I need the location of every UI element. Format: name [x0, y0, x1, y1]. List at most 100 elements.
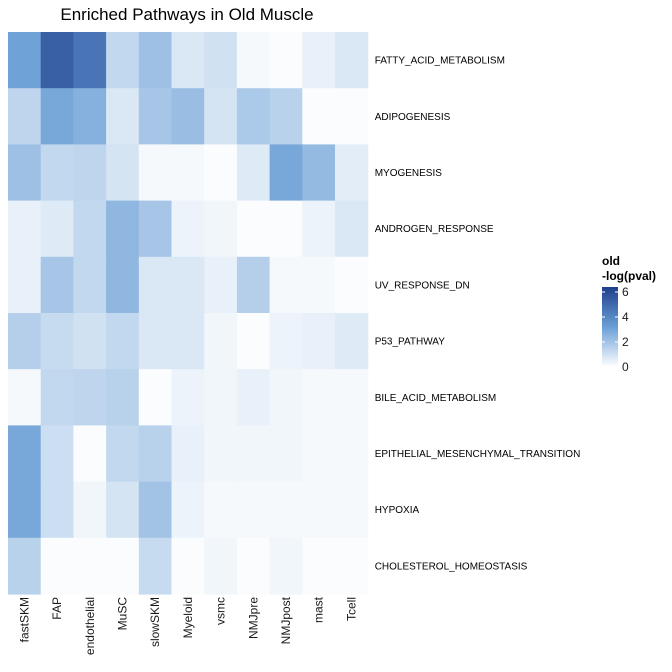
heatmap-cell-p53-pathway-myeloid [171, 313, 205, 370]
heatmap-cell-hypoxia-vsmc [204, 481, 238, 539]
heatmap-cell-uv-response-dn-myeloid [171, 256, 205, 314]
column-label: fastSKM [17, 597, 31, 642]
heatmap-cell-myogenesis-slowskm [138, 144, 173, 202]
heatmap-cell-uv-response-dn-nmjpost [269, 256, 303, 314]
heatmap-cell-fatty-acid-metabolism-endothelial [73, 32, 107, 89]
heatmap-cell-p53-pathway-endothelial [73, 313, 107, 370]
heatmap-cell-androgen-response-fastskm [8, 200, 42, 258]
heatmap-cell-fatty-acid-metabolism-fastskm [8, 32, 42, 89]
heatmap-cell-fatty-acid-metabolism-tcell [335, 32, 369, 89]
heatmap-cell-androgen-response-mast [302, 200, 336, 258]
heatmap-cell-cholesterol-homeostasis-fastskm [8, 537, 42, 595]
heatmap-cell-myogenesis-nmjpost [269, 144, 303, 202]
heatmap-cell-adipogenesis-nmjpost [269, 88, 303, 145]
heatmap-cell-uv-response-dn-endothelial [73, 256, 107, 314]
heatmap-cell-myogenesis-nmjpre [236, 144, 271, 202]
heatmap-cell-bile-acid-metabolism-vsmc [204, 369, 238, 426]
heatmap-cell-epithelial-mesenchymal-transition-fap [40, 425, 74, 483]
color-legend: old -log(pval) 0 2 4 6 [602, 254, 656, 374]
heatmap-cell-cholesterol-homeostasis-endothelial [73, 537, 107, 595]
heatmap-cell-androgen-response-fap [40, 200, 74, 258]
column-label: vsmc [214, 597, 228, 625]
heatmap-cell-hypoxia-myeloid [171, 481, 205, 539]
heatmap-cell-bile-acid-metabolism-tcell [335, 369, 369, 426]
legend-tick-label: 4 [622, 310, 629, 324]
legend-title-line2: -log(pval) [602, 269, 656, 283]
column-label: Tcell [344, 597, 358, 621]
heatmap-cell-p53-pathway-vsmc [204, 313, 238, 370]
heatmap-cell-cholesterol-homeostasis-mast [302, 537, 336, 595]
heatmap-cell-myogenesis-fap [40, 144, 74, 202]
heatmap-cell-adipogenesis-mast [302, 88, 336, 145]
heatmap-cell-uv-response-dn-mast [302, 256, 336, 314]
heatmap-cell-hypoxia-nmjpre [236, 481, 271, 539]
heatmap-cell-bile-acid-metabolism-mast [302, 369, 336, 426]
heatmap-cell-hypoxia-fastskm [8, 481, 42, 539]
row-label: MYOGENESIS [375, 168, 443, 179]
legend-title-line1: old [602, 254, 620, 268]
heatmap-cell-hypoxia-slowskm [138, 481, 173, 539]
heatmap-cell-hypoxia-mast [302, 481, 336, 539]
row-label: UV_RESPONSE_DN [375, 280, 470, 291]
heatmap-cell-epithelial-mesenchymal-transition-nmjpre [236, 425, 271, 483]
heatmap-cell-p53-pathway-slowskm [138, 313, 173, 370]
heatmap-cell-myogenesis-tcell [335, 144, 369, 202]
heatmap-cell-epithelial-mesenchymal-transition-musc [106, 425, 140, 483]
heatmap-cell-uv-response-dn-nmjpre [236, 256, 271, 314]
legend-tick-label: 2 [622, 335, 629, 349]
heatmap-cell-androgen-response-tcell [335, 200, 369, 258]
heatmap-cell-fatty-acid-metabolism-slowskm [138, 32, 173, 89]
chart-title: Enriched Pathways in Old Muscle [60, 5, 313, 24]
heatmap-cell-bile-acid-metabolism-fap [40, 369, 74, 426]
heatmap-cell-bile-acid-metabolism-slowskm [138, 369, 173, 426]
column-label: mast [312, 596, 326, 623]
heatmap-cell-myogenesis-fastskm [8, 144, 42, 202]
heatmap-cell-adipogenesis-fastskm [8, 88, 42, 145]
heatmap-cell-fatty-acid-metabolism-vsmc [204, 32, 238, 89]
heatmap-cell-epithelial-mesenchymal-transition-mast [302, 425, 336, 483]
row-label: ADIPOGENESIS [375, 112, 451, 123]
heatmap-cell-p53-pathway-nmjpost [269, 313, 303, 370]
heatmap-cell-bile-acid-metabolism-endothelial [73, 369, 107, 426]
heatmap-cell-myogenesis-vsmc [204, 144, 238, 202]
heatmap-cell-hypoxia-tcell [335, 481, 369, 539]
heatmap-cell-androgen-response-myeloid [171, 200, 205, 258]
heatmap-cell-epithelial-mesenchymal-transition-myeloid [171, 425, 205, 483]
heatmap-cell-adipogenesis-slowskm [138, 88, 173, 145]
heatmap-cell-androgen-response-nmjpost [269, 200, 303, 258]
heatmap-cell-cholesterol-homeostasis-vsmc [204, 537, 238, 595]
heatmap-cell-cholesterol-homeostasis-tcell [335, 537, 369, 595]
heatmap-cell-adipogenesis-tcell [335, 88, 369, 145]
heatmap-cell-fatty-acid-metabolism-nmjpre [236, 32, 271, 89]
heatmap-cell-bile-acid-metabolism-musc [106, 369, 140, 426]
column-label: MuSC [116, 597, 130, 631]
row-label: P53_PATHWAY [375, 337, 446, 348]
heatmap-cell-epithelial-mesenchymal-transition-slowskm [138, 425, 173, 483]
heatmap-cell-epithelial-mesenchymal-transition-nmjpost [269, 425, 303, 483]
heatmap-cell-p53-pathway-musc [106, 313, 140, 370]
heatmap-cell-cholesterol-homeostasis-musc [106, 537, 140, 595]
heatmap-cell-cholesterol-homeostasis-nmjpre [236, 537, 271, 595]
heatmap-cell-adipogenesis-musc [106, 88, 140, 145]
heatmap-cell-hypoxia-musc [106, 481, 140, 539]
heatmap-cell-hypoxia-fap [40, 481, 74, 539]
column-label: endothelial [83, 597, 97, 655]
heatmap-cells [8, 32, 369, 595]
column-label: NMJpost [279, 596, 293, 644]
heatmap-cell-fatty-acid-metabolism-myeloid [171, 32, 205, 89]
heatmap-cell-hypoxia-endothelial [73, 481, 107, 539]
heatmap-cell-p53-pathway-tcell [335, 313, 369, 370]
heatmap-cell-androgen-response-vsmc [204, 200, 238, 258]
heatmap-cell-androgen-response-nmjpre [236, 200, 271, 258]
heatmap-cell-adipogenesis-myeloid [171, 88, 205, 145]
heatmap-cell-epithelial-mesenchymal-transition-endothelial [73, 425, 107, 483]
legend-tick-label: 0 [622, 360, 629, 374]
heatmap-cell-epithelial-mesenchymal-transition-tcell [335, 425, 369, 483]
heatmap-cell-myogenesis-mast [302, 144, 336, 202]
row-label: BILE_ACID_METABOLISM [375, 393, 497, 404]
heatmap-cell-cholesterol-homeostasis-nmjpost [269, 537, 303, 595]
row-label: FATTY_ACID_METABOLISM [375, 56, 505, 67]
heatmap-cell-p53-pathway-fastskm [8, 313, 42, 370]
legend-ticks: 0 2 4 6 [602, 285, 629, 374]
